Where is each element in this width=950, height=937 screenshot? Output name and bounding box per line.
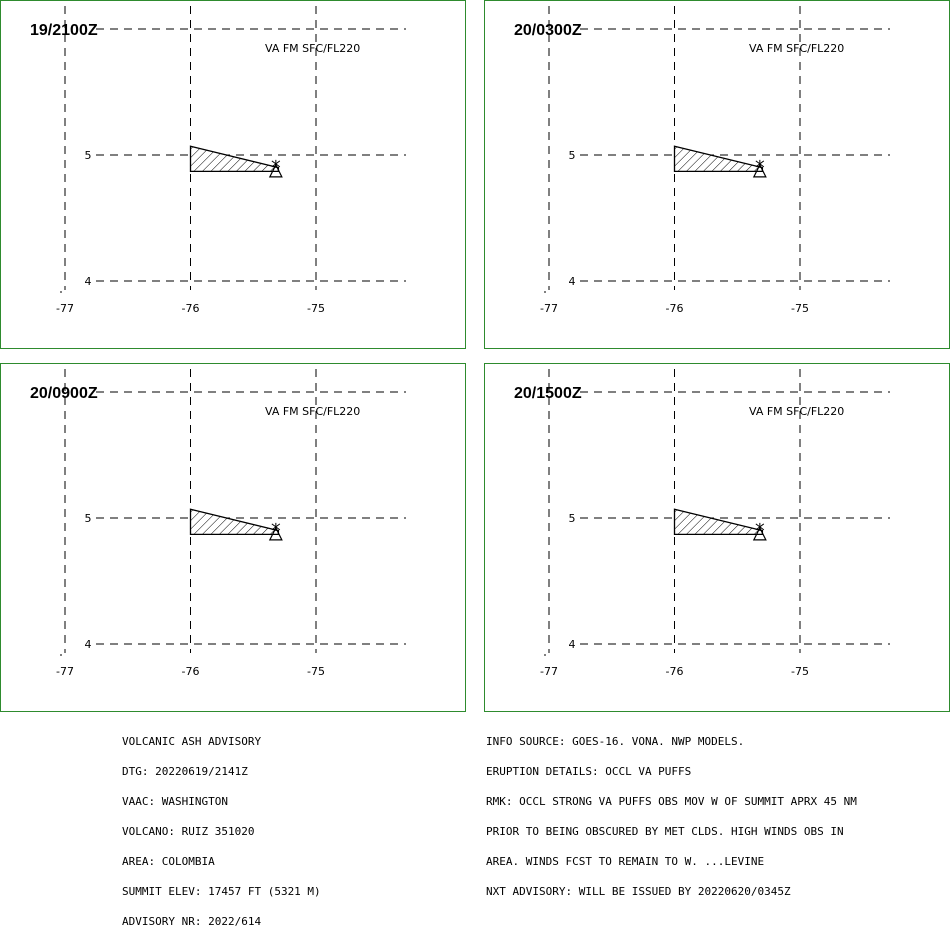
panel-level-label: VA FM SFC/FL220 — [265, 42, 360, 55]
panel-time-label: 20/1500Z — [514, 385, 582, 402]
panel-frame — [0, 363, 466, 712]
lon-tick-label: -75 — [791, 302, 809, 315]
advisory-vaac: VAAC: WASHINGTON — [122, 795, 228, 808]
lat-tick-label: 5 — [569, 512, 576, 525]
lat-tick-label: 4 — [85, 638, 92, 651]
map-panel-4: -77 -76 -75 4 5 20/1500Z VA FM SFC/FL220 — [484, 363, 950, 712]
advisory-dtg: DTG: 20220619/2141Z — [122, 765, 248, 778]
lon-tick-label: -76 — [666, 665, 684, 678]
advisory-summit-elev: SUMMIT ELEV: 17457 FT (5321 M) — [122, 885, 321, 898]
panel-level-label: VA FM SFC/FL220 — [265, 405, 360, 418]
volcano-icon — [268, 522, 283, 541]
advisory-next: NXT ADVISORY: WILL BE ISSUED BY 20220620… — [486, 885, 791, 898]
map-panel-2: -77 -76 -75 4 5 20/0300Z VA FM SFC/FL220 — [484, 0, 950, 349]
panel-frame — [0, 0, 466, 349]
map-panel-3: -77 -76 -75 4 5 20/0900Z VA FM SFC/FL220 — [0, 363, 466, 712]
lon-tick-label: -77 — [56, 665, 74, 678]
lon-tick-label: -77 — [540, 665, 558, 678]
ash-cloud-polygon — [673, 508, 764, 536]
panel-time-label: 20/0900Z — [30, 385, 98, 402]
advisory-volcano: VOLCANO: RUIZ 351020 — [122, 825, 255, 838]
volcano-icon — [752, 522, 767, 541]
panel-time-label: 20/0300Z — [514, 22, 582, 39]
lat-tick-label: 4 — [569, 275, 576, 288]
lon-tick-label: -75 — [307, 302, 325, 315]
lat-tick-label: 5 — [85, 149, 92, 162]
lon-tick-label: -76 — [182, 302, 200, 315]
ash-cloud-polygon — [189, 508, 280, 536]
advisory-remark-line-3: AREA. WINDS FCST TO REMAIN TO W. ...LEVI… — [486, 855, 765, 868]
lat-tick-label: 4 — [85, 275, 92, 288]
lon-tick-label: -77 — [540, 302, 558, 315]
volcano-icon — [752, 159, 767, 178]
ash-cloud-polygon — [673, 145, 764, 173]
advisory-left-block: VOLCANIC ASH ADVISORY DTG: 20220619/2141… — [122, 717, 321, 937]
lon-tick-label: -75 — [791, 665, 809, 678]
lat-tick-label: 4 — [569, 638, 576, 651]
panel-level-label: VA FM SFC/FL220 — [749, 405, 844, 418]
advisory-eruption-details: ERUPTION DETAILS: OCCL VA PUFFS — [486, 765, 692, 778]
lat-tick-label: 5 — [569, 149, 576, 162]
advisory-title: VOLCANIC ASH ADVISORY — [122, 735, 262, 748]
lon-tick-label: -76 — [182, 665, 200, 678]
ash-cloud-polygon — [189, 145, 280, 173]
lon-tick-label: -75 — [307, 665, 325, 678]
panel-level-label: VA FM SFC/FL220 — [749, 42, 844, 55]
advisory-remark-line-1: RMK: OCCL STRONG VA PUFFS OBS MOV W OF S… — [486, 795, 857, 808]
advisory-area: AREA: COLOMBIA — [122, 855, 215, 868]
advisory-number: ADVISORY NR: 2022/614 — [122, 915, 262, 928]
panel-frame — [484, 0, 950, 349]
panel-frame — [484, 363, 950, 712]
advisory-map-panels: -77 -76 -75 4 5 19/2100Z VA FM SFC/FL220 -77 -76… — [0, 0, 950, 712]
lat-tick-label: 5 — [85, 512, 92, 525]
lon-tick-label: -77 — [56, 302, 74, 315]
panel-time-label: 19/2100Z — [30, 22, 98, 39]
lon-tick-label: -76 — [666, 302, 684, 315]
advisory-info-source: INFO SOURCE: GOES-16. VONA. NWP MODELS. — [486, 735, 745, 748]
advisory-remark-line-2: PRIOR TO BEING OBSCURED BY MET CLDS. HIG… — [486, 825, 844, 838]
volcano-icon — [268, 159, 283, 178]
advisory-right-block: INFO SOURCE: GOES-16. VONA. NWP MODELS. … — [486, 717, 857, 907]
map-panel-1: -77 -76 -75 4 5 19/2100Z VA FM SFC/FL220 — [0, 0, 466, 349]
